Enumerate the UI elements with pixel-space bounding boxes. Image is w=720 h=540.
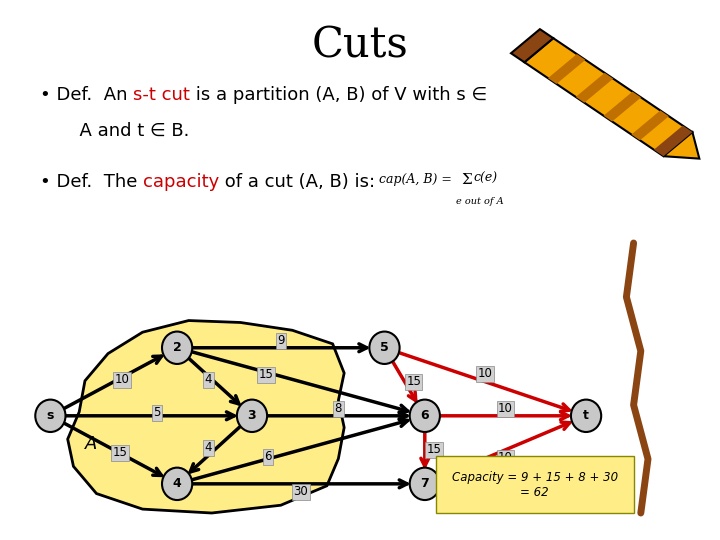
Text: 4: 4 bbox=[204, 373, 212, 386]
Polygon shape bbox=[664, 132, 699, 159]
Polygon shape bbox=[654, 126, 693, 156]
Text: 10: 10 bbox=[498, 451, 513, 464]
Text: s-t cut: s-t cut bbox=[133, 86, 190, 104]
Text: 4: 4 bbox=[173, 477, 181, 490]
Text: capacity: capacity bbox=[143, 173, 219, 191]
Text: 15: 15 bbox=[112, 447, 127, 460]
Text: 10: 10 bbox=[478, 367, 492, 380]
Text: Cuts: Cuts bbox=[312, 24, 408, 66]
Polygon shape bbox=[631, 111, 669, 140]
Text: 10: 10 bbox=[114, 373, 129, 386]
Text: of a cut (A, B) is:: of a cut (A, B) is: bbox=[219, 173, 375, 191]
Text: 30: 30 bbox=[294, 485, 308, 498]
Polygon shape bbox=[603, 92, 641, 122]
Text: 3: 3 bbox=[248, 409, 256, 422]
Ellipse shape bbox=[369, 332, 400, 364]
Text: e out of A: e out of A bbox=[456, 197, 504, 206]
Ellipse shape bbox=[410, 400, 440, 432]
Text: Σ: Σ bbox=[462, 173, 472, 187]
Text: • Def.  An: • Def. An bbox=[40, 86, 133, 104]
Text: 5: 5 bbox=[153, 406, 161, 419]
Text: 6: 6 bbox=[264, 450, 272, 463]
Text: s: s bbox=[47, 409, 54, 422]
Text: 5: 5 bbox=[380, 341, 389, 354]
Text: c(e): c(e) bbox=[474, 172, 498, 185]
Polygon shape bbox=[576, 73, 613, 103]
Text: A and t ∈ B.: A and t ∈ B. bbox=[68, 122, 190, 139]
Polygon shape bbox=[548, 54, 585, 84]
Polygon shape bbox=[68, 321, 344, 513]
Text: cap(A, B) =: cap(A, B) = bbox=[379, 173, 451, 186]
Text: t: t bbox=[583, 409, 589, 422]
Text: 15: 15 bbox=[406, 375, 421, 388]
Ellipse shape bbox=[162, 332, 192, 364]
Ellipse shape bbox=[237, 400, 267, 432]
Text: 6: 6 bbox=[420, 409, 429, 422]
Text: 2: 2 bbox=[173, 341, 181, 354]
Ellipse shape bbox=[162, 468, 192, 500]
Ellipse shape bbox=[410, 468, 440, 500]
Ellipse shape bbox=[35, 400, 66, 432]
Text: 9: 9 bbox=[277, 334, 284, 347]
Text: • Def.  The: • Def. The bbox=[40, 173, 143, 191]
Text: 8: 8 bbox=[335, 402, 342, 415]
Polygon shape bbox=[524, 38, 693, 156]
Ellipse shape bbox=[571, 400, 601, 432]
Text: 15: 15 bbox=[258, 368, 274, 381]
Text: 4: 4 bbox=[204, 441, 212, 454]
Text: 10: 10 bbox=[498, 402, 513, 415]
Text: A: A bbox=[85, 435, 97, 453]
Polygon shape bbox=[511, 29, 553, 62]
Text: is a partition (A, B) of V with s ∈: is a partition (A, B) of V with s ∈ bbox=[190, 86, 487, 104]
FancyBboxPatch shape bbox=[436, 456, 634, 513]
Text: Capacity = 9 + 15 + 8 + 30
= 62: Capacity = 9 + 15 + 8 + 30 = 62 bbox=[451, 471, 618, 498]
Text: 7: 7 bbox=[420, 477, 429, 490]
Text: 15: 15 bbox=[426, 443, 441, 456]
